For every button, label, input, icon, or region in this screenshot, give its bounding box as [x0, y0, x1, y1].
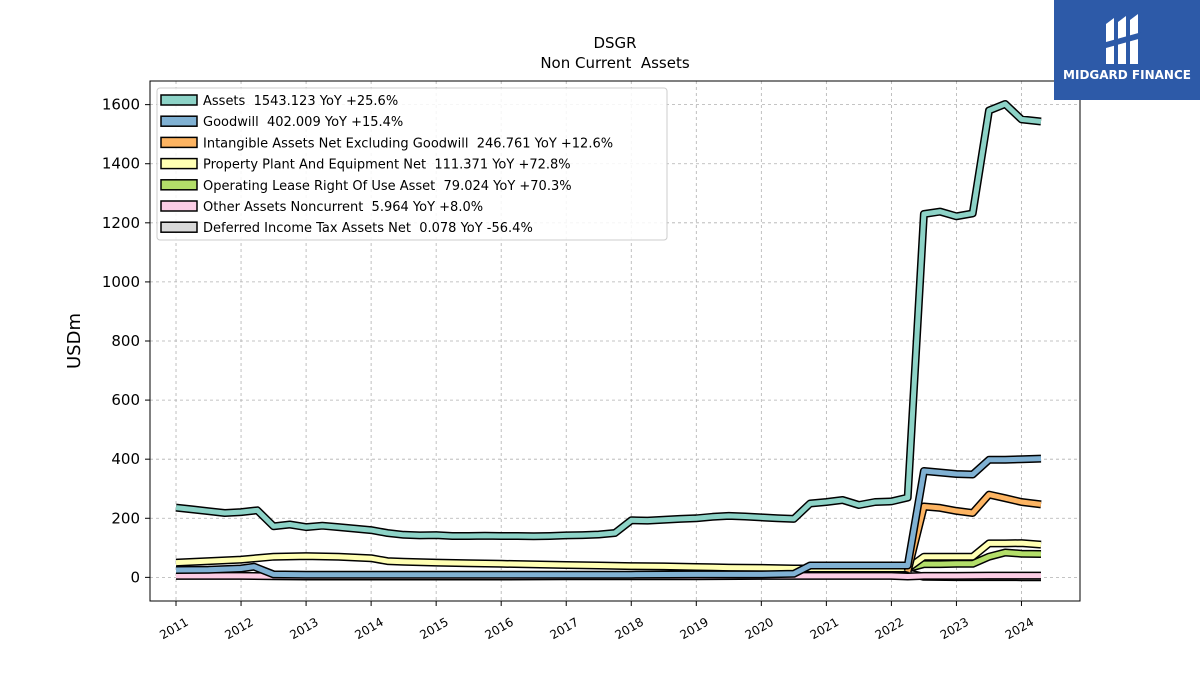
x-tick-label: 2021	[808, 615, 841, 642]
x-tick-label: 2018	[613, 615, 646, 642]
legend-swatch	[160, 179, 198, 191]
legend-label: Other Assets Noncurrent 5.964 YoY +8.0%	[203, 200, 483, 215]
y-axis-label: USDm	[64, 313, 85, 369]
chart-subtitle: Non Current Assets	[540, 54, 690, 72]
series-line	[905, 492, 1042, 573]
x-tick-label: 2017	[547, 615, 580, 642]
y-tick-label: 800	[111, 332, 140, 350]
brand-name: MIDGARD FINANCE	[1063, 68, 1191, 82]
x-tick-label: 2011	[157, 615, 190, 642]
x-tick-label: 2022	[873, 615, 906, 642]
series-line	[175, 540, 1042, 571]
legend-swatch	[160, 115, 198, 127]
series-line	[175, 101, 1042, 539]
series-line	[907, 550, 1042, 571]
x-tick-label: 2012	[222, 615, 255, 642]
x-tick-label: 2013	[287, 615, 320, 642]
y-tick-label: 400	[111, 450, 140, 468]
x-tick-label: 2024	[1003, 615, 1036, 642]
logo-mark-icon	[1106, 14, 1142, 64]
x-tick-label: 2019	[678, 615, 711, 642]
x-tick-label: 2023	[938, 615, 971, 642]
x-tick-label: 2020	[743, 615, 776, 642]
x-tick-label: 2015	[417, 615, 450, 642]
legend-swatch	[160, 136, 198, 149]
chart-title: DSGR	[593, 34, 636, 52]
y-tick-label: 1200	[102, 214, 140, 232]
x-tick-label: 2014	[352, 615, 385, 642]
x-tick-label: 2016	[482, 615, 515, 642]
legend-swatch	[160, 221, 198, 233]
y-tick-label: 1400	[102, 155, 140, 173]
plot-area	[175, 100, 1042, 582]
legend: Assets 1543.123 YoY +25.6% Goodwill 402.0…	[156, 87, 668, 241]
y-tick-label: 200	[111, 509, 140, 527]
legend-swatch	[160, 94, 198, 106]
legend-label: Operating Lease Right Of Use Asset 79.02…	[203, 179, 572, 194]
y-tick-label: 1600	[102, 96, 140, 114]
y-tick-label: 1000	[102, 273, 140, 291]
legend-swatch	[160, 200, 198, 212]
legend-label: Intangible Assets Net Excluding Goodwill…	[203, 136, 613, 151]
legend-box	[156, 87, 668, 241]
legend-label: Property Plant And Equipment Net 111.371…	[203, 158, 571, 173]
brand-logo: MIDGARD FINANCE	[1054, 0, 1200, 100]
y-tick-label: 600	[111, 391, 140, 409]
legend-label: Assets 1543.123 YoY +25.6%	[203, 94, 398, 109]
legend-label: Deferred Income Tax Assets Net 0.078 YoY…	[203, 221, 533, 236]
legend-swatch	[160, 157, 198, 170]
series-line	[175, 456, 1042, 578]
legend-label: Goodwill 402.009 YoY +15.4%	[203, 115, 403, 130]
y-tick-label: 0	[130, 568, 140, 586]
